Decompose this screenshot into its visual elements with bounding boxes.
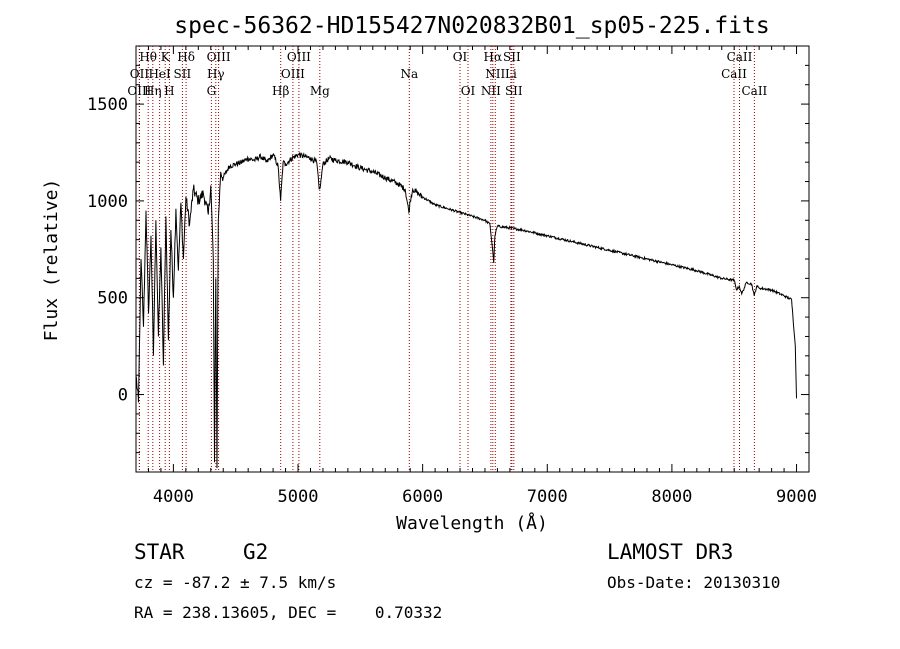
y-tick-label-1: 500 [97, 289, 128, 309]
line-label-9: OII [130, 67, 150, 81]
sky-coordinates: RA = 238.13605, DEC = 0.70332 [134, 603, 443, 622]
survey-release: LAMOST DR3 [607, 540, 734, 564]
object-type: STAR [134, 540, 185, 564]
line-label-21: G [207, 84, 217, 98]
x-tick-label-4: 8000 [651, 487, 692, 507]
line-label-24: OI [461, 84, 476, 98]
line-label-3: OIII [207, 50, 231, 64]
axis-ticks [135, 46, 810, 472]
plot-frame [135, 45, 810, 473]
line-label-5: OI [453, 50, 468, 64]
line-label-27: CaII [741, 84, 767, 98]
line-label-13: OIII [281, 67, 305, 81]
line-label-10: HeI [148, 67, 171, 81]
x-tick-label-3: 7000 [527, 487, 568, 507]
line-label-2: Hδ [177, 50, 195, 64]
chart-title: spec-56362-HD155427N020832B01_sp05-225.f… [174, 13, 769, 39]
line-label-20: H [164, 84, 174, 98]
line-label-7: SII [503, 50, 521, 64]
line-label-19: Hη [144, 84, 162, 98]
y-axis-label: Flux (relative) [41, 179, 62, 342]
y-tick-label-3: 1500 [87, 95, 128, 115]
observation-date: Obs-Date: 20130310 [607, 573, 781, 592]
line-label-18: OIII [127, 84, 151, 98]
spectrum-line [135, 151, 797, 469]
x-axis-label: Wavelength (Å) [396, 512, 548, 534]
tick-labels: 4000 5000 6000 7000 8000 9000 0 500 1000 1500 [87, 95, 817, 507]
x-tick-label-1: 5000 [278, 487, 319, 507]
line-label-25: NII [481, 84, 501, 98]
line-label-11: SII [174, 67, 192, 81]
x-tick-label-2: 6000 [402, 487, 443, 507]
redshift-velocity: cz = -87.2 ± 7.5 km/s [134, 573, 337, 592]
line-label-22: Hβ [272, 84, 289, 98]
line-label-15: NII [485, 67, 505, 81]
line-label-8: CaII [727, 50, 753, 64]
x-tick-label-5: 9000 [776, 487, 817, 507]
subclass: G2 [243, 540, 269, 564]
line-label-1: K [161, 50, 171, 64]
line-label-12: Hγ [207, 67, 225, 81]
line-label-0: Hθ [139, 50, 157, 64]
x-tick-label-0: 4000 [153, 487, 194, 507]
line-label-14: Na [400, 67, 418, 81]
line-label-4: OIII [287, 50, 311, 64]
line-label-23: Mg [310, 84, 330, 98]
line-label-26: SII [505, 84, 523, 98]
y-tick-label-2: 1000 [87, 192, 128, 212]
line-label-6: Hα [484, 50, 503, 64]
y-tick-label-0: 0 [118, 386, 128, 406]
spectral-line-markers [138, 46, 755, 472]
line-label-16: Li [505, 67, 517, 81]
line-label-17: CaII [721, 67, 747, 81]
